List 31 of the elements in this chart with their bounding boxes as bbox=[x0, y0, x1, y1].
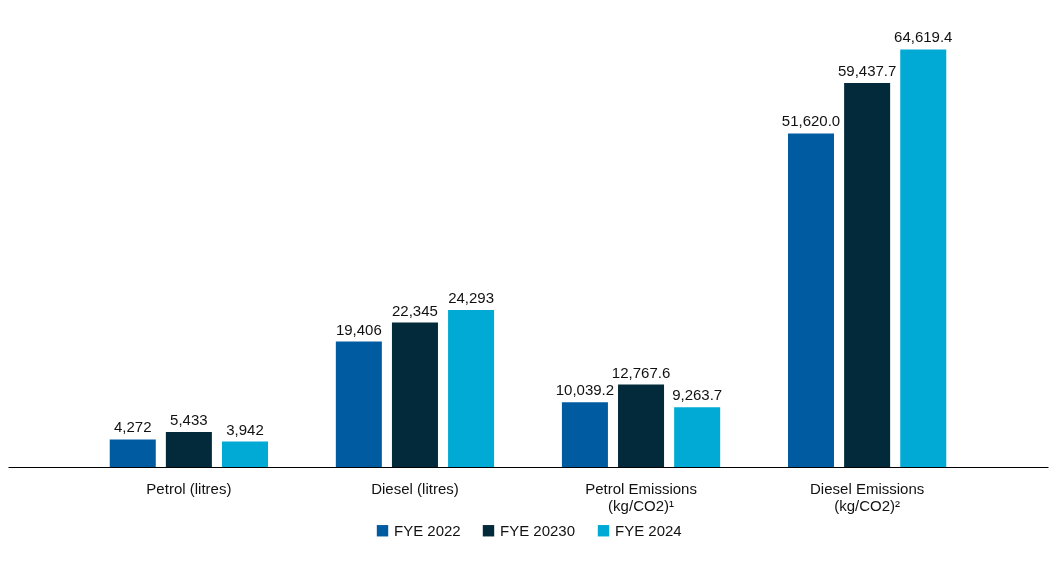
bar bbox=[109, 439, 156, 467]
data-label: 9,263.7 bbox=[672, 386, 723, 404]
legend-label: FYE 20230 bbox=[500, 521, 576, 539]
x-tick-label: Diesel (litres) bbox=[371, 479, 459, 497]
data-label: 3,942 bbox=[226, 420, 264, 438]
bar bbox=[788, 133, 835, 467]
bar bbox=[844, 82, 891, 467]
data-label: 22,345 bbox=[392, 301, 438, 319]
data-label: 4,272 bbox=[113, 418, 152, 436]
data-label: 10,039.2 bbox=[555, 381, 615, 399]
bar bbox=[674, 407, 721, 467]
legend-label: FYE 2024 bbox=[615, 521, 682, 539]
legend-label: FYE 2022 bbox=[394, 521, 461, 539]
bar bbox=[221, 441, 268, 467]
bar bbox=[391, 322, 438, 467]
data-label: 5,433 bbox=[170, 410, 208, 428]
bar bbox=[561, 402, 608, 467]
data-label: 51,620.0 bbox=[781, 112, 841, 130]
bar bbox=[448, 310, 495, 467]
bar bbox=[165, 431, 212, 467]
x-tick-label: Diesel Emissions (kg/CO2)² bbox=[810, 479, 925, 514]
data-label: 12,767.6 bbox=[611, 363, 671, 381]
data-label: 19,406 bbox=[335, 320, 382, 338]
data-label: 64,619.4 bbox=[894, 28, 953, 46]
bar bbox=[618, 384, 665, 467]
x-tick-label: Petrol (litres) bbox=[146, 479, 232, 497]
x-tick-label: Petrol Emissions (kg/CO2)¹ bbox=[585, 479, 697, 514]
data-label: 24,293 bbox=[448, 289, 495, 307]
bar bbox=[335, 341, 382, 467]
bar bbox=[900, 49, 947, 467]
data-label: 59,437.7 bbox=[837, 61, 897, 79]
